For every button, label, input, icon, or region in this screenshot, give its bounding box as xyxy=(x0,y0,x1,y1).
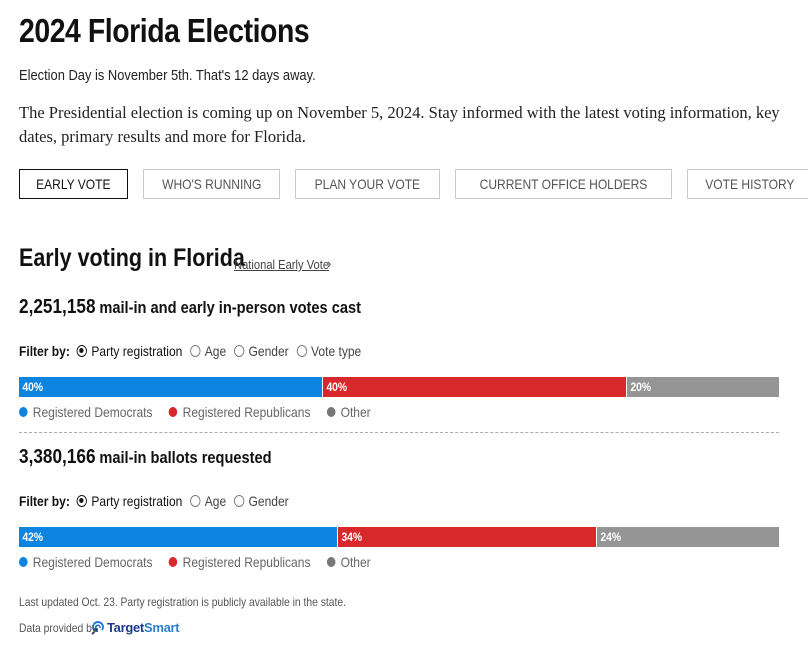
early-voting-heading-wrap: Early voting in Florida xyxy=(19,244,282,273)
legend-label: Registered Republicans xyxy=(182,404,311,420)
last-updated-note: Last updated Oct. 23. Party registration… xyxy=(19,595,346,609)
legend-label: Registered Democrats xyxy=(32,404,153,420)
segment-label: 42% xyxy=(22,530,44,544)
votes-cast-stat: 2,251,158 mail-in and early in-person vo… xyxy=(19,296,361,319)
legend-item-republicans: Registered Republicans xyxy=(168,554,311,570)
legend-item-democrats: Registered Democrats xyxy=(19,554,153,570)
tab-label: VOTE HISTORY xyxy=(704,176,795,192)
radio-label: Gender xyxy=(248,493,289,509)
brand-name-smart: Smart xyxy=(143,620,180,635)
legend-label: Other xyxy=(340,554,371,570)
filter-label: Filter by: xyxy=(19,343,70,359)
ballots-requested-filter: Filter by: Party registration Age Gender xyxy=(19,493,296,509)
legend-item-republicans: Registered Republicans xyxy=(168,404,311,420)
targetsmart-logo[interactable]: Target Smart xyxy=(91,620,180,635)
brand-name-target: Target xyxy=(107,620,144,635)
legend-label: Registered Republicans xyxy=(182,554,311,570)
ballots-requested-stat: 3,380,166 mail-in ballots requested xyxy=(19,446,272,469)
radio-label: Vote type xyxy=(311,343,362,359)
radio-label: Gender xyxy=(248,343,289,359)
votes-cast-filter: Filter by: Party registration Age Gender… xyxy=(19,343,369,359)
legend-item-other: Other xyxy=(326,554,371,570)
tab-label: WHO'S RUNNING xyxy=(161,176,261,192)
radio-label: Age xyxy=(204,493,227,509)
tab-vote-history[interactable]: VOTE HISTORY xyxy=(686,169,808,199)
tab-plan-your-vote[interactable]: PLAN YOUR VOTE xyxy=(295,169,440,199)
legend-dot-icon xyxy=(19,557,28,567)
section-divider xyxy=(19,432,779,433)
section-tabs: EARLY VOTE WHO'S RUNNING PLAN YOUR VOTE … xyxy=(19,169,808,199)
bar-segment-democrats: 42% xyxy=(19,527,339,547)
segment-label: 34% xyxy=(341,530,363,544)
filter-radio-vote-type[interactable]: Vote type xyxy=(296,343,361,359)
radio-label: Party registration xyxy=(91,343,183,359)
ballots-requested-label: mail-in ballots requested xyxy=(99,448,272,467)
segment-label: 20% xyxy=(630,380,652,394)
radio-label: Age xyxy=(204,343,227,359)
filter-radio-gender[interactable]: Gender xyxy=(233,493,289,509)
legend-dot-icon xyxy=(326,557,336,567)
early-voting-heading: Early voting in Florida xyxy=(19,244,245,272)
votes-cast-count: 2,251,158 xyxy=(19,296,96,318)
chevron-right-icon[interactable]: › xyxy=(327,256,332,271)
radio-label: Party registration xyxy=(91,493,183,509)
segment-label: 24% xyxy=(600,530,621,544)
bar-segment-democrats: 40% xyxy=(19,377,323,397)
bar-segment-other: 24% xyxy=(596,527,779,547)
legend-dot-icon xyxy=(168,557,178,567)
tab-current-office-holders[interactable]: CURRENT OFFICE HOLDERS xyxy=(454,169,672,199)
intro-paragraph: The Presidential election is coming up o… xyxy=(19,103,780,146)
filter-radio-party-registration[interactable]: Party registration xyxy=(76,493,183,509)
bar-segment-republicans: 34% xyxy=(338,527,597,547)
filter-radio-gender[interactable]: Gender xyxy=(233,343,289,359)
filter-radio-age[interactable]: Age xyxy=(190,493,226,509)
votes-cast-label: mail-in and early in-person votes cast xyxy=(99,298,361,317)
legend-label: Registered Democrats xyxy=(32,554,153,570)
votes-cast-legend: Registered Democrats Registered Republic… xyxy=(19,404,387,420)
tab-whos-running[interactable]: WHO'S RUNNING xyxy=(142,169,281,199)
tab-label: CURRENT OFFICE HOLDERS xyxy=(479,176,648,192)
radio-unchecked-icon xyxy=(190,495,201,507)
radio-unchecked-icon xyxy=(233,345,245,357)
filter-radio-age[interactable]: Age xyxy=(190,343,226,359)
data-provider: Data provided by Target Smart xyxy=(19,620,180,635)
legend-item-democrats: Registered Democrats xyxy=(19,404,153,420)
bar-segment-other: 20% xyxy=(627,377,779,397)
tab-early-vote[interactable]: EARLY VOTE xyxy=(19,169,128,199)
election-countdown: Election Day is November 5th. That's 12 … xyxy=(19,67,316,84)
legend-dot-icon xyxy=(326,407,336,417)
legend-item-other: Other xyxy=(326,404,371,420)
radio-unchecked-icon xyxy=(233,495,245,507)
ballots-requested-bar: 42% 34% 24% xyxy=(19,527,779,547)
legend-dot-icon xyxy=(168,407,178,417)
tab-label: PLAN YOUR VOTE xyxy=(314,176,421,192)
national-early-vote-link[interactable]: National Early Vote xyxy=(234,257,330,272)
segment-label: 40% xyxy=(326,380,348,394)
radio-checked-icon xyxy=(76,495,88,507)
segment-label: 40% xyxy=(22,380,44,394)
tab-label: EARLY VOTE xyxy=(36,176,111,192)
targetsmart-logo-icon xyxy=(91,620,104,635)
filter-radio-party-registration[interactable]: Party registration xyxy=(76,343,183,359)
votes-cast-bar: 40% 40% 20% xyxy=(19,377,779,397)
radio-unchecked-icon xyxy=(296,345,307,357)
bar-segment-republicans: 40% xyxy=(323,377,627,397)
legend-dot-icon xyxy=(19,407,28,417)
provider-label: Data provided by xyxy=(19,620,98,635)
page-title: 2024 Florida Elections xyxy=(19,12,310,49)
filter-label: Filter by: xyxy=(19,493,70,509)
radio-unchecked-icon xyxy=(190,345,201,357)
legend-label: Other xyxy=(340,404,371,420)
radio-checked-icon xyxy=(76,345,88,357)
ballots-requested-legend: Registered Democrats Registered Republic… xyxy=(19,554,387,570)
ballots-requested-count: 3,380,166 xyxy=(19,446,96,468)
